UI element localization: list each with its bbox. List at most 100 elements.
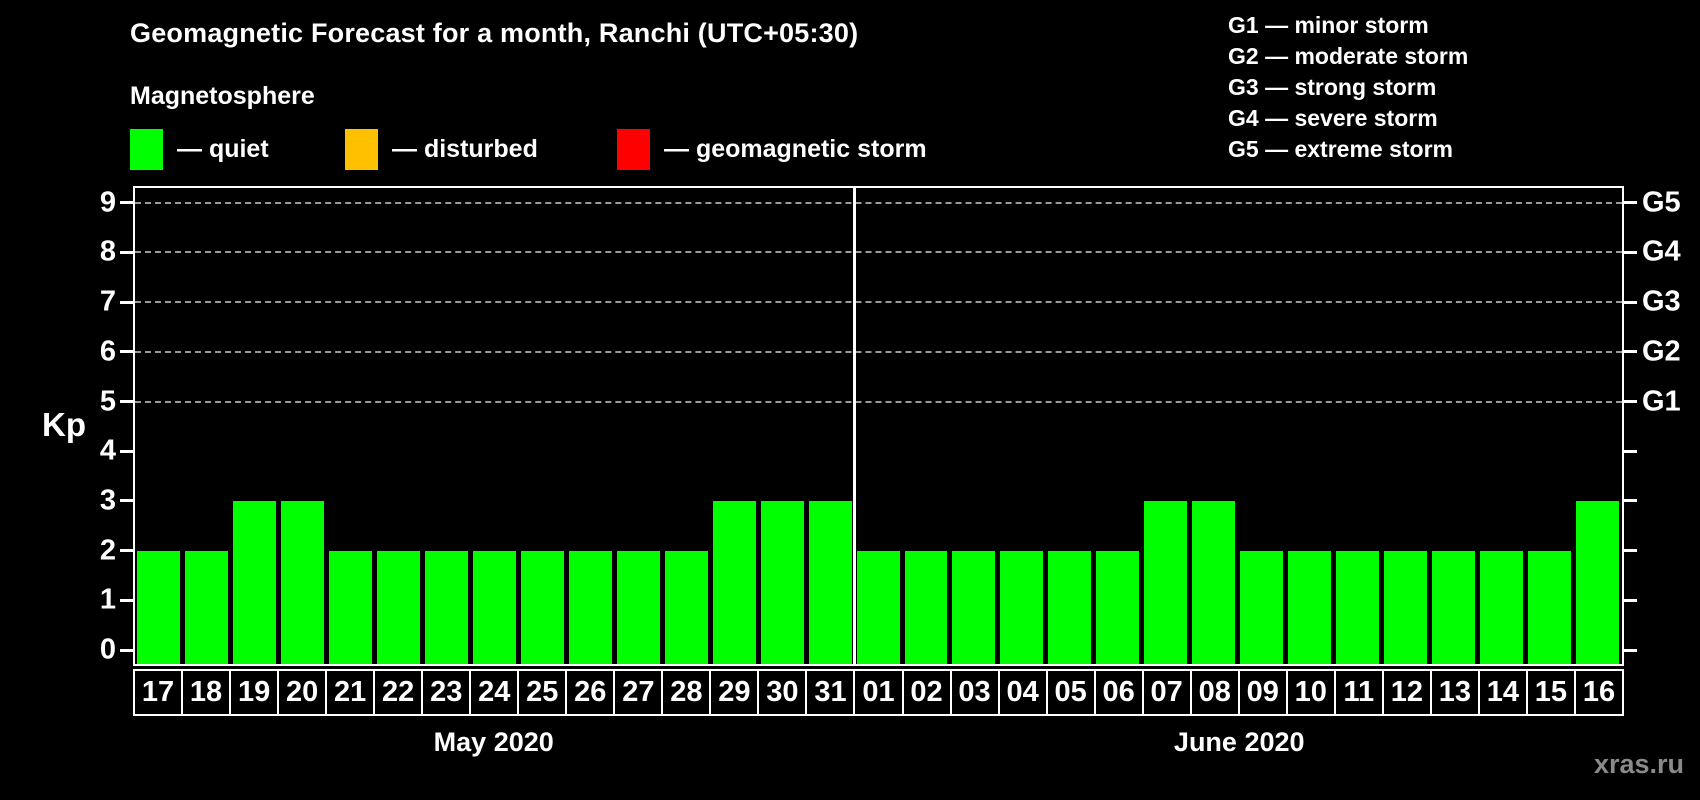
y-tick-left-4 [120, 449, 133, 453]
y-tick-right-4 [1624, 449, 1637, 453]
day-label-may-17: 17 [133, 669, 184, 716]
gridline-kp8 [135, 251, 1622, 254]
g-legend-line-g4: G4 — severe storm [1228, 105, 1438, 131]
day-axis: 17 18 19 20 21 22 23 24 25 26 27 28 29 30 31 01 02 03 04 05… [133, 669, 1624, 716]
kp-bar-may-28 [664, 550, 708, 664]
bar-slot-may-21 [327, 188, 375, 664]
day-label-may-27: 27 [613, 669, 664, 716]
y-tick-label-9: 9 [99, 186, 116, 219]
month-label-june: June 2020 [1173, 727, 1305, 757]
bar-slot-may-18 [183, 188, 231, 664]
bar-slot-may-27 [615, 188, 663, 664]
bar-slot-may-29 [711, 188, 759, 664]
day-label-may-29: 29 [709, 669, 760, 716]
bar-slot-may-31 [807, 188, 855, 664]
legend-item-storm: — geomagnetic storm [617, 127, 927, 171]
y-axis-title: Kp [42, 406, 86, 443]
y-tick-right-2 [1624, 549, 1637, 553]
day-label-may-26: 26 [565, 669, 616, 716]
kp-bar-june-04 [1000, 550, 1044, 664]
y-tick-left-3 [120, 499, 133, 503]
day-label-may-19: 19 [229, 669, 280, 716]
plot-area [133, 186, 1624, 666]
y-tick-label-2: 2 [99, 534, 116, 567]
kp-bar-may-23 [424, 550, 468, 664]
y-tick-right-0 [1624, 648, 1637, 652]
bar-slot-june-16 [1574, 188, 1622, 664]
day-label-june-13: 13 [1429, 669, 1480, 716]
day-label-june-11: 11 [1333, 669, 1384, 716]
kp-bar-june-02 [904, 550, 948, 664]
month-label-may: May 2020 [433, 727, 554, 757]
y-tick-label-4: 4 [99, 434, 116, 467]
g-level-label-g1: G1 [1642, 385, 1681, 417]
y-tick-label-5: 5 [99, 385, 116, 417]
day-label-june-14: 14 [1477, 669, 1528, 716]
bar-slot-may-30 [759, 188, 807, 664]
day-label-may-18: 18 [181, 669, 232, 716]
gridline-kp9 [135, 201, 1622, 204]
bar-slot-may-24 [471, 188, 519, 664]
day-label-may-23: 23 [421, 669, 472, 716]
bar-slot-may-26 [567, 188, 615, 664]
day-label-june-12: 12 [1381, 669, 1432, 716]
day-label-june-05: 05 [1045, 669, 1096, 716]
y-tick-left-7 [120, 300, 133, 304]
kp-bar-may-20 [280, 500, 324, 664]
g-legend-line-g3: G3 — strong storm [1228, 74, 1437, 100]
kp-bar-june-05 [1048, 550, 1092, 664]
bar-slot-june-04 [998, 188, 1046, 664]
kp-bar-may-19 [232, 500, 276, 664]
kp-bar-june-07 [1144, 500, 1188, 664]
kp-bar-june-12 [1384, 550, 1428, 664]
gridline-kp7 [135, 301, 1622, 304]
day-label-june-16: 16 [1573, 669, 1624, 716]
legend-label-storm: — geomagnetic storm [664, 134, 927, 163]
kp-bar-june-14 [1480, 550, 1524, 664]
y-tick-label-1: 1 [99, 583, 116, 616]
kp-bar-may-18 [184, 550, 228, 664]
kp-bar-june-10 [1288, 550, 1332, 664]
kp-bar-june-01 [856, 550, 900, 664]
day-label-june-08: 08 [1189, 669, 1240, 716]
bar-slot-may-22 [375, 188, 423, 664]
y-tick-left-1 [120, 598, 133, 602]
bar-slot-june-15 [1526, 188, 1574, 664]
g-level-label-g2: G2 [1642, 335, 1681, 368]
kp-bar-may-26 [568, 550, 612, 664]
y-tick-right-7 [1624, 300, 1637, 304]
g-legend-line-g2: G2 — moderate storm [1228, 43, 1469, 69]
y-tick-left-6 [120, 350, 133, 354]
day-label-may-25: 25 [517, 669, 568, 716]
gridline-kp6 [135, 350, 1622, 353]
y-tick-label-6: 6 [99, 335, 116, 368]
g-legend-line-g1: G1 — minor storm [1228, 12, 1429, 38]
g-legend-line-g5: G5 — extreme storm [1228, 136, 1453, 162]
kp-bar-june-06 [1096, 550, 1140, 664]
day-label-june-15: 15 [1525, 669, 1576, 716]
kp-bar-may-24 [472, 550, 516, 664]
y-tick-right-1 [1624, 598, 1637, 602]
legend-swatch-storm [617, 128, 650, 170]
day-label-may-22: 22 [373, 669, 424, 716]
legend-swatch-quiet [130, 128, 163, 170]
day-label-may-21: 21 [325, 669, 376, 716]
kp-bar-june-15 [1528, 550, 1572, 664]
y-tick-left-8 [120, 250, 133, 254]
kp-bar-may-25 [520, 550, 564, 664]
day-label-june-01: 01 [853, 669, 904, 716]
g-level-label-g5: G5 [1642, 186, 1681, 219]
day-label-may-30: 30 [757, 669, 808, 716]
kp-bar-may-30 [760, 500, 804, 664]
kp-bar-may-29 [712, 500, 756, 664]
day-label-june-04: 04 [997, 669, 1048, 716]
bar-slot-june-13 [1430, 188, 1478, 664]
bar-slot-june-06 [1094, 188, 1142, 664]
bar-slot-may-19 [231, 188, 279, 664]
g-level-label-g3: G3 [1642, 285, 1681, 318]
y-tick-label-7: 7 [99, 285, 116, 318]
bar-slot-may-17 [135, 188, 183, 664]
kp-bar-may-21 [328, 550, 372, 664]
bar-slot-june-12 [1382, 188, 1430, 664]
